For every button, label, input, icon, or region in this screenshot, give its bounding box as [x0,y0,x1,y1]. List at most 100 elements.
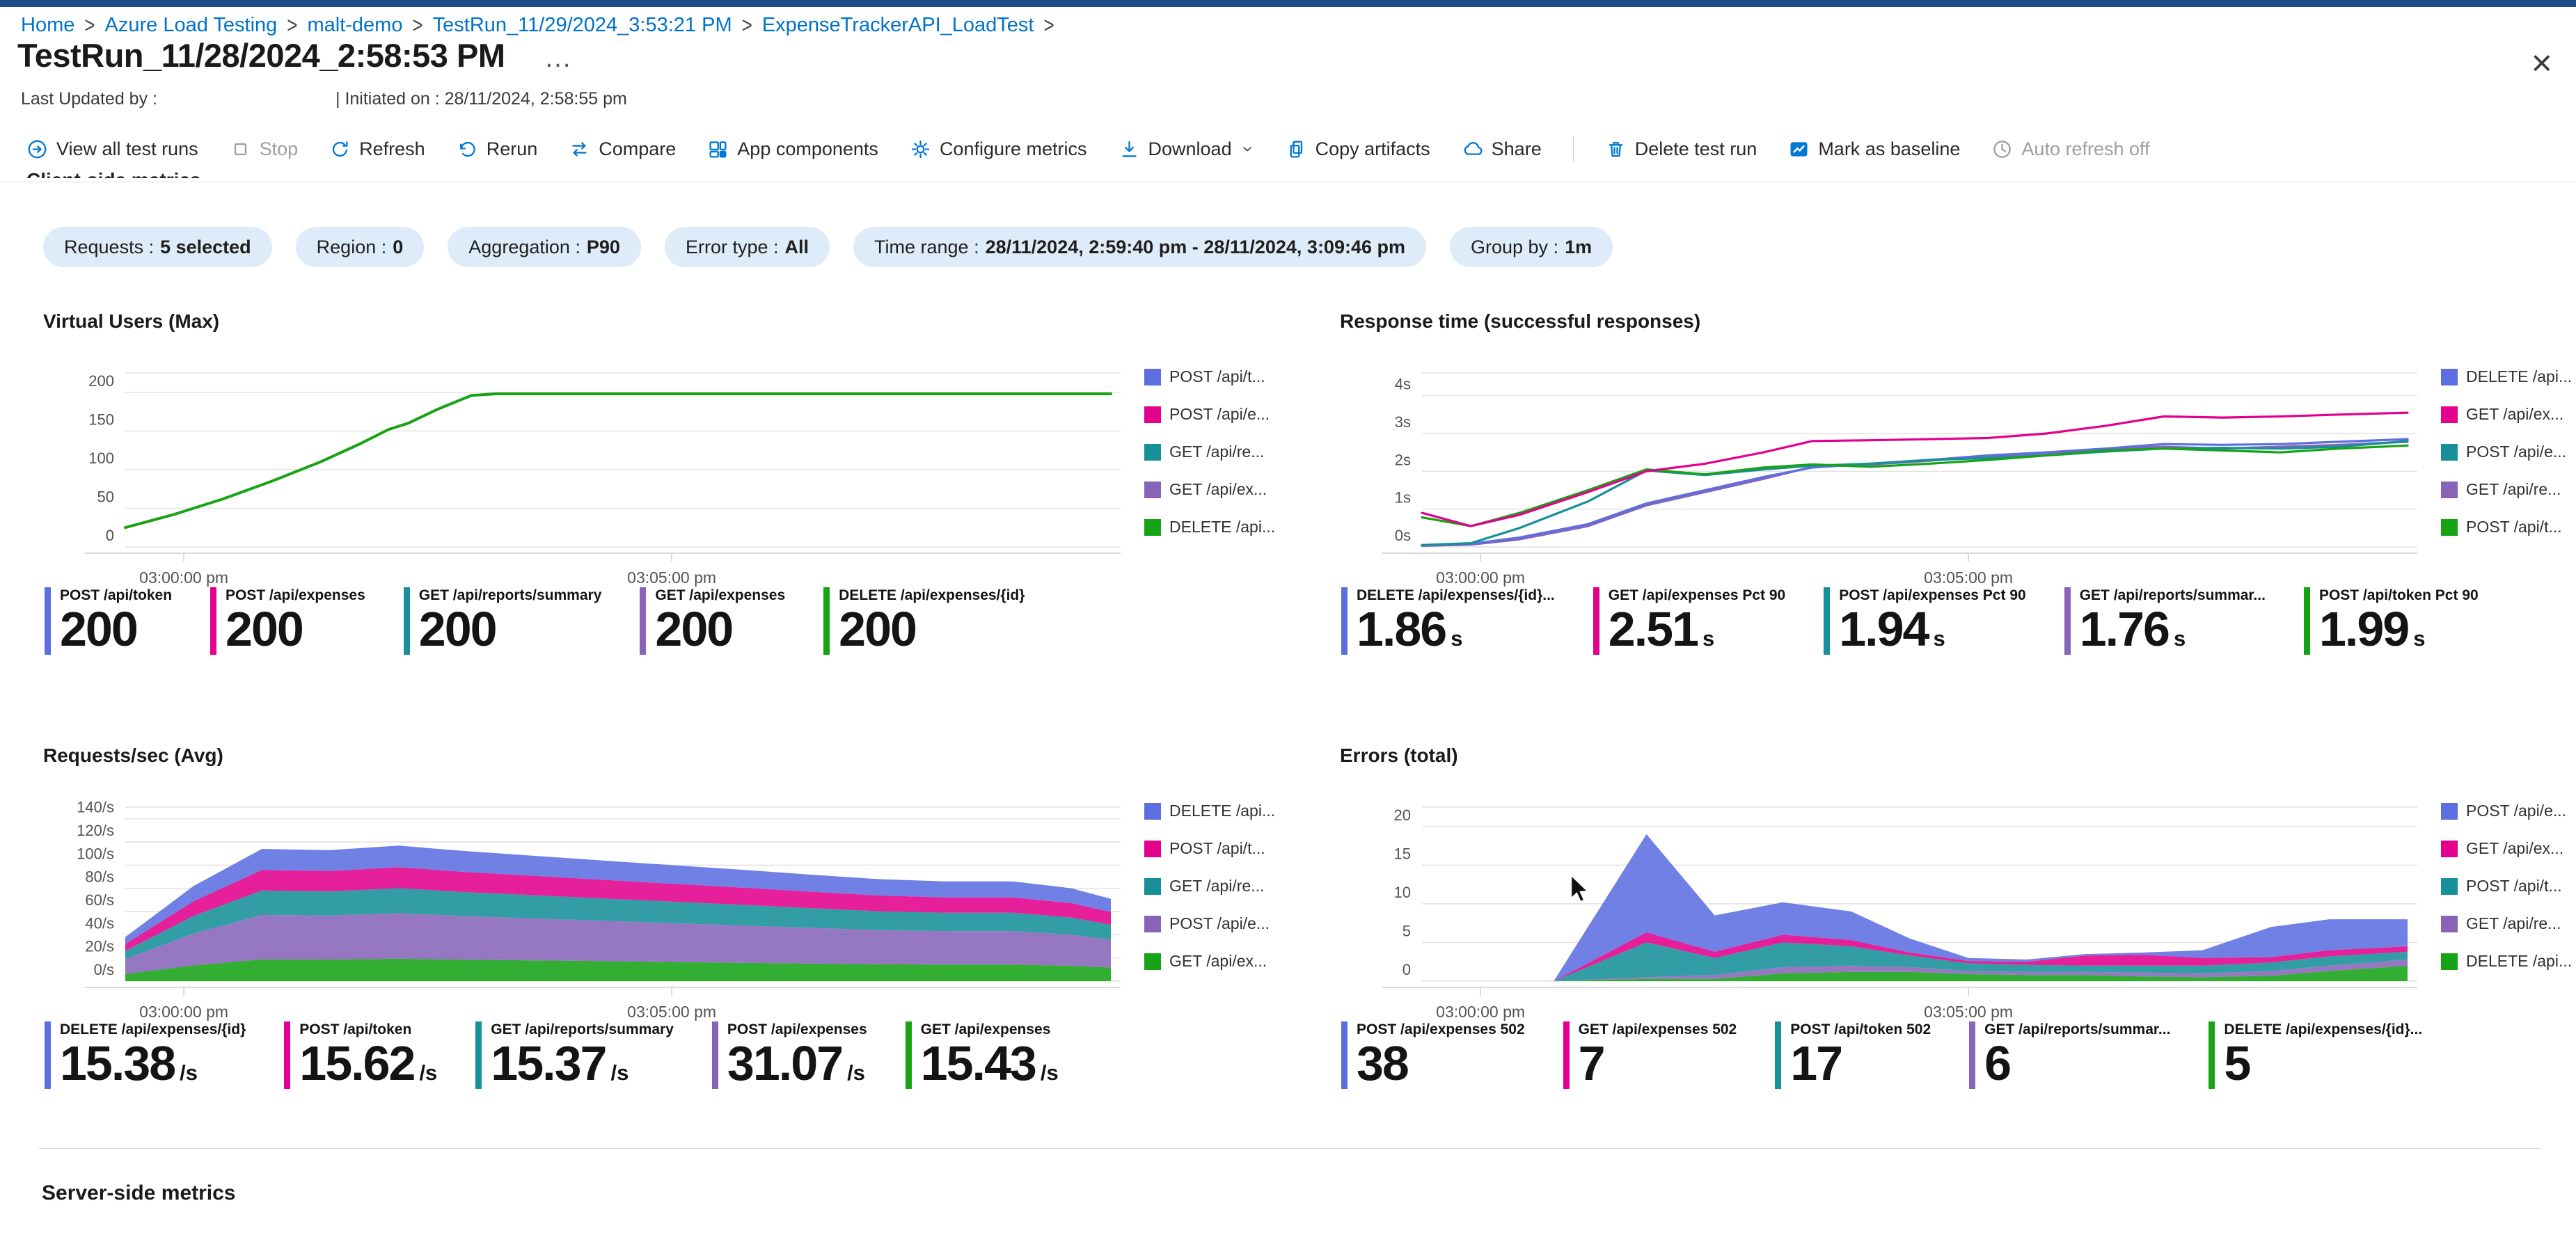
legend-item-response-time-1[interactable]: GET /api/ex... [2441,405,2576,424]
client-side-metrics-heading: Client-side metrics [26,169,201,178]
svg-text:15: 15 [1394,845,1411,862]
close-icon[interactable]: × [2527,45,2557,81]
filter-pill-aggregation[interactable]: Aggregation : P90 [448,227,641,267]
stat-label: DELETE /api/expenses/{id} [839,587,1025,603]
svg-text:40/s: 40/s [85,914,114,932]
toolbar-item-mark-as-baseline[interactable]: Mark as baseline [1788,138,1960,160]
breadcrumb-link-4[interactable]: ExpenseTrackerAPI_LoadTest [761,14,1034,36]
breadcrumb-link-2[interactable]: malt-demo [307,14,403,36]
legend-item-virtual-users-0[interactable]: POST /api/t... [1144,367,1290,386]
svg-text:0s: 0s [1395,527,1411,544]
breadcrumb-link-0[interactable]: Home [21,14,75,36]
legend-item-response-time-0[interactable]: DELETE /api... [2441,367,2576,386]
toolbar-item-download[interactable]: Download [1119,138,1254,160]
legend-item-errors-2[interactable]: POST /api/t... [2441,877,2576,896]
filter-pill-region[interactable]: Region : 0 [295,227,425,267]
filter-label: Region : [316,236,387,257]
legend-swatch [1144,481,1161,498]
stat-label: POST /api/token [60,587,173,603]
breadcrumb-link-3[interactable]: TestRun_11/29/2024_3:53:21 PM [432,14,732,36]
toolbar-item-label: Rerun [486,138,538,159]
legend-item-response-time-4[interactable]: POST /api/t... [2441,518,2576,536]
svg-text:100: 100 [88,450,114,467]
filter-pill-requests[interactable]: Requests : 5 selected [43,227,272,267]
filter-pill-group-by[interactable]: Group by : 1m [1450,227,1613,267]
more-options-icon[interactable]: … [539,44,576,72]
stat-card-errors-2: POST /api/token 502 17 [1775,1021,1931,1089]
stat-value: 2.51 s [1608,602,1715,656]
svg-text:5: 5 [1402,922,1411,939]
toolbar-item-delete-test-run[interactable]: Delete test run [1605,138,1757,160]
stat-card-requests-per-sec-1: POST /api/token 15.62/s [284,1021,437,1089]
svg-text:03:05:00 pm: 03:05:00 pm [1924,1003,2013,1021]
chevron-down-icon [1242,147,1251,152]
legend-item-requests-per-sec-1[interactable]: POST /api/t... [1144,839,1290,858]
legend-swatch [1144,915,1161,932]
legend-item-response-time-3[interactable]: GET /api/re... [2441,480,2576,499]
toolbar-item-auto-refresh-off[interactable]: Auto refresh off [1991,138,2150,160]
stat-value: 200 [226,602,304,656]
page-title: TestRun_11/28/2024_2:58:53 PM [17,37,505,74]
filter-label: Time range : [874,236,979,257]
legend-swatch [2441,443,2458,461]
legend-swatch [1144,368,1161,385]
toolbar-item-app-components[interactable]: App components [707,138,878,160]
compare-icon [572,141,587,157]
legend-item-requests-per-sec-0[interactable]: DELETE /api... [1144,802,1290,820]
toolbar-item-compare[interactable]: Compare [569,138,676,160]
filter-label: Group by : [1471,236,1559,257]
svg-text:0: 0 [106,527,114,544]
toolbar-item-label: Stop [259,138,299,159]
legend-item-virtual-users-4[interactable]: DELETE /api... [1144,518,1290,536]
filter-pill-time-range[interactable]: Time range : 28/11/2024, 2:59:40 pm - 28… [853,227,1426,267]
legend-label: DELETE /api... [2466,952,2573,970]
stat-card-virtual-users-2: GET /api/reports/summary 200 [403,587,602,655]
svg-text:120/s: 120/s [77,822,114,839]
stat-unit: /s [847,1060,865,1085]
legend-label: POST /api/t... [2466,877,2562,895]
stat-card-requests-per-sec-4: GET /api/expenses 15.43/s [905,1021,1059,1089]
legend-item-response-time-2[interactable]: POST /api/e... [2441,443,2576,461]
stat-card-requests-per-sec-0: DELETE /api/expenses/{id} 15.38/s [45,1021,246,1089]
toolbar-item-refresh[interactable]: Refresh [329,138,425,160]
legend-item-errors-3[interactable]: GET /api/re... [2441,914,2576,933]
browser-topbar [0,0,2576,7]
legend-label: POST /api/e... [1169,405,1270,423]
breadcrumb: Home > Azure Load Testing > malt-demo > TestRu… [21,12,1054,38]
delete-icon [1609,141,1623,157]
configure-metrics-icon [911,140,930,158]
toolbar-item-rerun[interactable]: Rerun [457,138,538,160]
stat-label: GET /api/reports/summary [418,587,602,603]
toolbar-item-share[interactable]: Share [1462,138,1542,160]
filter-pill-error-type[interactable]: Error type : All [664,227,830,267]
legend-swatch [2441,877,2458,895]
legend-item-virtual-users-2[interactable]: GET /api/re... [1144,443,1290,461]
breadcrumb-separator-icon: > [1043,12,1054,38]
stat-label: GET /api/reports/summar... [2079,587,2266,603]
toolbar-item-stop[interactable]: Stop [230,138,299,160]
legend-item-virtual-users-1[interactable]: POST /api/e... [1144,405,1290,424]
legend-item-errors-1[interactable]: GET /api/ex... [2441,839,2576,858]
legend-item-virtual-users-3[interactable]: GET /api/ex... [1144,480,1290,499]
legend-label: GET /api/re... [2466,480,2561,498]
stat-value: 7 [1578,1036,1606,1090]
stats-virtual-users: POST /api/token 200 POST /api/expenses 200 G… [45,587,1025,655]
svg-text:03:00:00 pm: 03:00:00 pm [139,1003,228,1021]
toolbar-item-configure-metrics[interactable]: Configure metrics [910,138,1087,160]
chart-title-requests-per-sec: Requests/sec (Avg) [43,745,223,766]
stat-card-response-time-3: GET /api/reports/summar... 1.76 s [2064,587,2266,655]
legend-item-errors-4[interactable]: DELETE /api... [2441,952,2576,971]
legend-item-requests-per-sec-3[interactable]: POST /api/e... [1144,914,1290,933]
toolbar-item-copy-artifacts[interactable]: Copy artifacts [1286,138,1430,160]
legend-item-errors-0[interactable]: POST /api/e... [2441,802,2576,820]
filter-value: 5 selected [160,236,251,257]
legend-item-requests-per-sec-2[interactable]: GET /api/re... [1144,877,1290,896]
stat-value: 1.94 s [1839,602,1945,656]
clock-icon [1993,140,2012,158]
share-icon [1464,141,1483,155]
toolbar-item-view-all-test-runs[interactable]: View all test runs [26,138,198,160]
breadcrumb-link-1[interactable]: Azure Load Testing [104,14,278,36]
chart-title-virtual-users: Virtual Users (Max) [43,310,220,332]
legend-swatch [1144,406,1161,423]
legend-item-requests-per-sec-4[interactable]: GET /api/ex... [1144,952,1290,971]
